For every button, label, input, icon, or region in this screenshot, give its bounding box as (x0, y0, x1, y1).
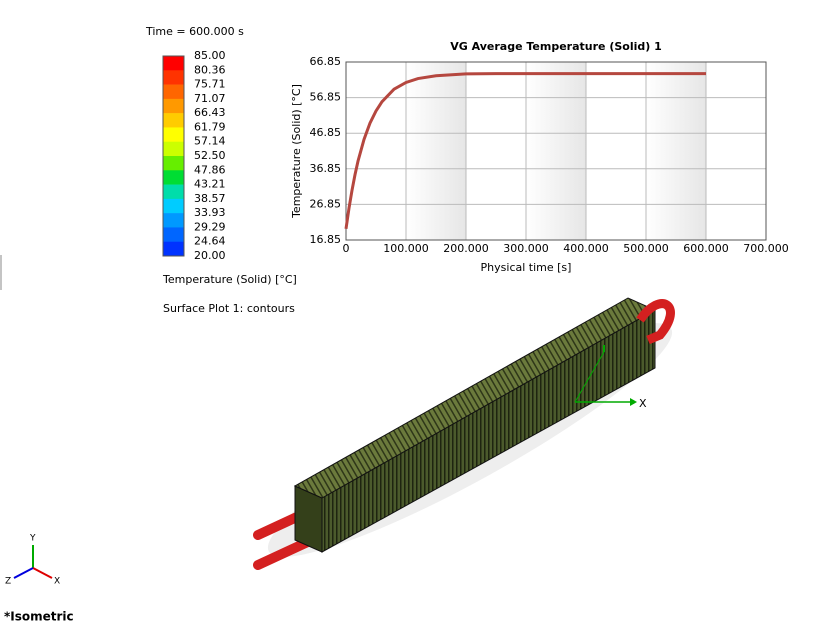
u-bend (636, 299, 675, 345)
legend-swatch (163, 98, 184, 114)
fin-side (321, 309, 656, 553)
legend-swatch (163, 184, 184, 200)
time-label: Time = 600.000 s (145, 25, 244, 38)
legend-label: 33.93 (194, 206, 226, 219)
legend-swatch (163, 227, 184, 243)
legend-label: 85.00 (194, 49, 226, 62)
legend-label: 38.57 (194, 192, 226, 205)
legend-swatch (163, 198, 184, 214)
legend-swatch (163, 113, 184, 128)
model-axis (574, 351, 605, 403)
y-tick-label: 26.85 (310, 197, 342, 210)
x-tick-label: 100.000 (383, 242, 429, 255)
chart: VG Average Temperature (Solid) 1 16.85 26.… (290, 40, 789, 274)
plot-frame (345, 61, 767, 241)
legend-label: 29.29 (194, 220, 226, 233)
legend-label: 57.14 (194, 135, 226, 148)
y-tick-label: 66.85 (310, 55, 342, 68)
legend-label: 75.71 (194, 78, 226, 91)
model: X (253, 297, 675, 570)
x-axis-label: Physical time [s] (481, 261, 572, 274)
legend-label: 47.86 (194, 163, 226, 176)
x-tick-label: 300.000 (503, 242, 549, 255)
legend-swatch (163, 84, 184, 100)
y-tick-label: 36.85 (310, 162, 342, 175)
legend-frame (162, 55, 185, 257)
x-tick-label: 500.000 (623, 242, 669, 255)
legend-label: 61.79 (194, 120, 226, 133)
x-tick-label: 400.000 (563, 242, 609, 255)
plot-label: Surface Plot 1: contours (163, 302, 295, 315)
plot-band (406, 62, 466, 240)
tube (253, 535, 317, 570)
axis-arrow (630, 398, 637, 406)
legend-label: 71.07 (194, 92, 226, 105)
legend-title: Temperature (Solid) [°C] (162, 273, 297, 286)
x-tick-label: 600.000 (683, 242, 729, 255)
y-tick-label: 56.85 (310, 91, 342, 104)
triad-x (32, 567, 53, 579)
legend-label: 66.43 (194, 106, 226, 119)
y-tick-label: 16.85 (310, 233, 342, 246)
triad-z-label: Z (5, 577, 11, 587)
triad-x-label: X (54, 577, 60, 587)
x-tick-label: 200.000 (443, 242, 489, 255)
legend-swatch (163, 170, 184, 185)
view-label: *Isometric (4, 610, 74, 624)
legend-label: 20.00 (194, 249, 226, 262)
chart-title: VG Average Temperature (Solid) 1 (450, 40, 662, 53)
legend-swatch (163, 241, 184, 257)
data-line (344, 72, 706, 230)
legend-swatch (163, 141, 184, 157)
triad-y-label: Y (29, 534, 36, 544)
x-tick-label: 700.000 (743, 242, 789, 255)
legend-label: 43.21 (194, 178, 226, 191)
legend-label: 80.36 (194, 63, 226, 76)
model-axis-label: X (639, 397, 647, 410)
legend-swatch (163, 213, 184, 228)
y-axis-label: Temperature (Solid) [°C] (290, 84, 303, 219)
triad-z (13, 567, 34, 579)
triad: Y X Z (5, 534, 60, 587)
legend-swatch (163, 56, 184, 71)
plot-band (526, 62, 586, 240)
legend-label: 52.50 (194, 149, 226, 162)
x-tick-label: 0 (343, 242, 350, 255)
legend-swatch (163, 156, 184, 171)
plot-band (646, 62, 706, 240)
legend-swatch (163, 127, 184, 143)
legend-swatch (163, 70, 184, 85)
legend-label: 24.64 (194, 235, 226, 248)
y-tick-label: 46.85 (310, 126, 342, 139)
